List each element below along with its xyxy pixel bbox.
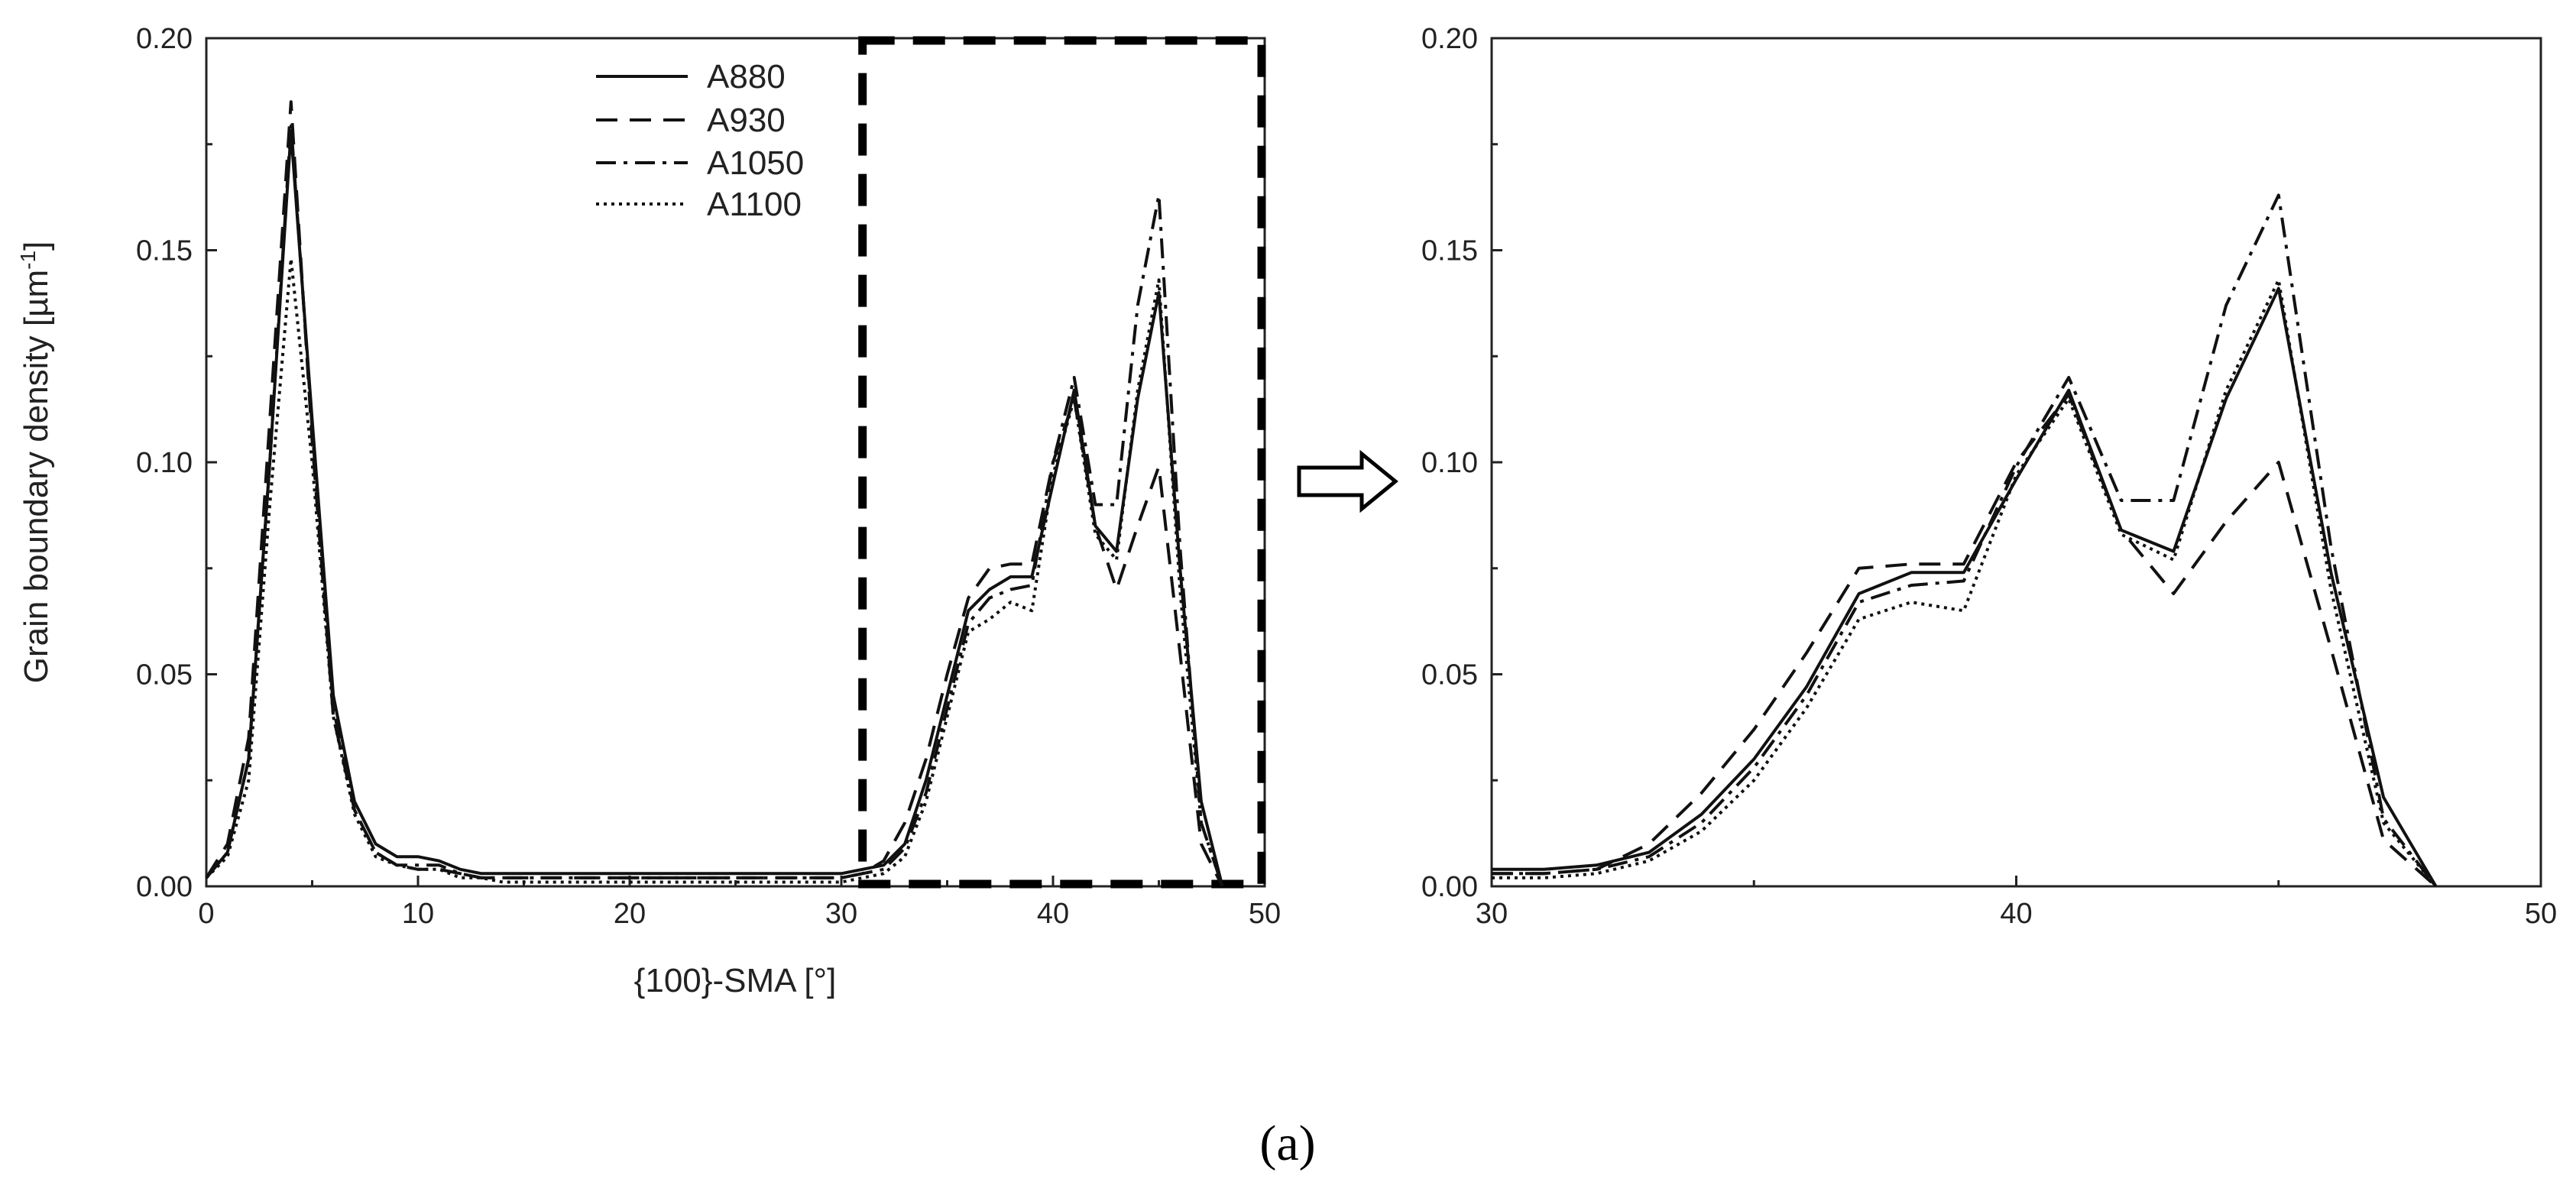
left-series-group	[205, 100, 1224, 887]
y-axis-title-superscript: -1	[16, 251, 40, 270]
right-arrow-icon	[1297, 449, 1398, 513]
right-plot-frame	[1490, 37, 2542, 888]
right-axis-ticks: 30 40 50 0.00 0.05 0.10 0.15 0.20	[1421, 23, 2557, 930]
right-series-group	[1492, 193, 2438, 888]
left-y-tick-label: 0.15	[136, 235, 193, 267]
right-y-tick-label: 0.00	[1421, 871, 1478, 903]
right-series-a1050	[1492, 193, 2438, 888]
legend: A880 A930 A1050 A1100	[596, 58, 804, 223]
right-y-tick-label: 0.05	[1421, 659, 1478, 691]
legend-label-a880: A880	[707, 58, 786, 96]
left-x-tick-label: 50	[1249, 898, 1281, 930]
right-x-tick-label: 50	[2525, 898, 2557, 930]
left-x-tick-label: 0	[198, 898, 214, 930]
right-series-a880	[1492, 287, 2438, 888]
y-axis-title: Grain boundary density [µm-1]	[16, 241, 55, 684]
left-series-a930	[205, 100, 1224, 887]
left-x-tick-label: 30	[825, 898, 857, 930]
zoom-region-box	[858, 36, 1266, 889]
legend-label-a1050: A1050	[707, 144, 804, 182]
left-y-tick-label: 0.20	[136, 23, 193, 55]
left-y-tick-label: 0.00	[136, 871, 193, 903]
legend-label-a930: A930	[707, 102, 786, 139]
right-y-tick-label: 0.20	[1421, 23, 1478, 55]
left-x-tick-label: 10	[402, 898, 434, 930]
left-series-a880	[205, 130, 1224, 887]
right-chart: 30 40 50 0.00 0.05 0.10 0.15 0.20	[1421, 23, 2557, 930]
y-axis-title-main: Grain boundary density [µm	[18, 270, 55, 683]
right-x-tick-label: 40	[2000, 898, 2032, 930]
legend-label-a1100: A1100	[707, 186, 802, 223]
right-y-tick-label: 0.15	[1421, 235, 1478, 267]
left-x-tick-label: 40	[1037, 898, 1069, 930]
right-x-tick-label: 30	[1476, 898, 1508, 930]
y-axis-title-close: ]	[18, 241, 55, 251]
right-series-a930	[1492, 393, 2438, 888]
x-axis-title: {100}-SMA [°]	[634, 962, 837, 999]
left-series-a1100	[205, 257, 1224, 887]
left-x-tick-label: 20	[614, 898, 646, 930]
figure-caption: (a)	[1259, 1116, 1315, 1171]
left-series-a1050	[205, 121, 1224, 887]
right-y-tick-label: 0.10	[1421, 447, 1478, 479]
left-axis-ticks: 0 10 20 30 40 50 0.00 0.05 0.10 0.15 0.20	[136, 23, 1281, 930]
left-y-tick-label: 0.05	[136, 659, 193, 691]
left-chart: 0 10 20 30 40 50 0.00 0.05 0.10 0.15 0.20 A880 A930…	[16, 23, 1281, 999]
left-y-tick-label: 0.10	[136, 447, 193, 479]
